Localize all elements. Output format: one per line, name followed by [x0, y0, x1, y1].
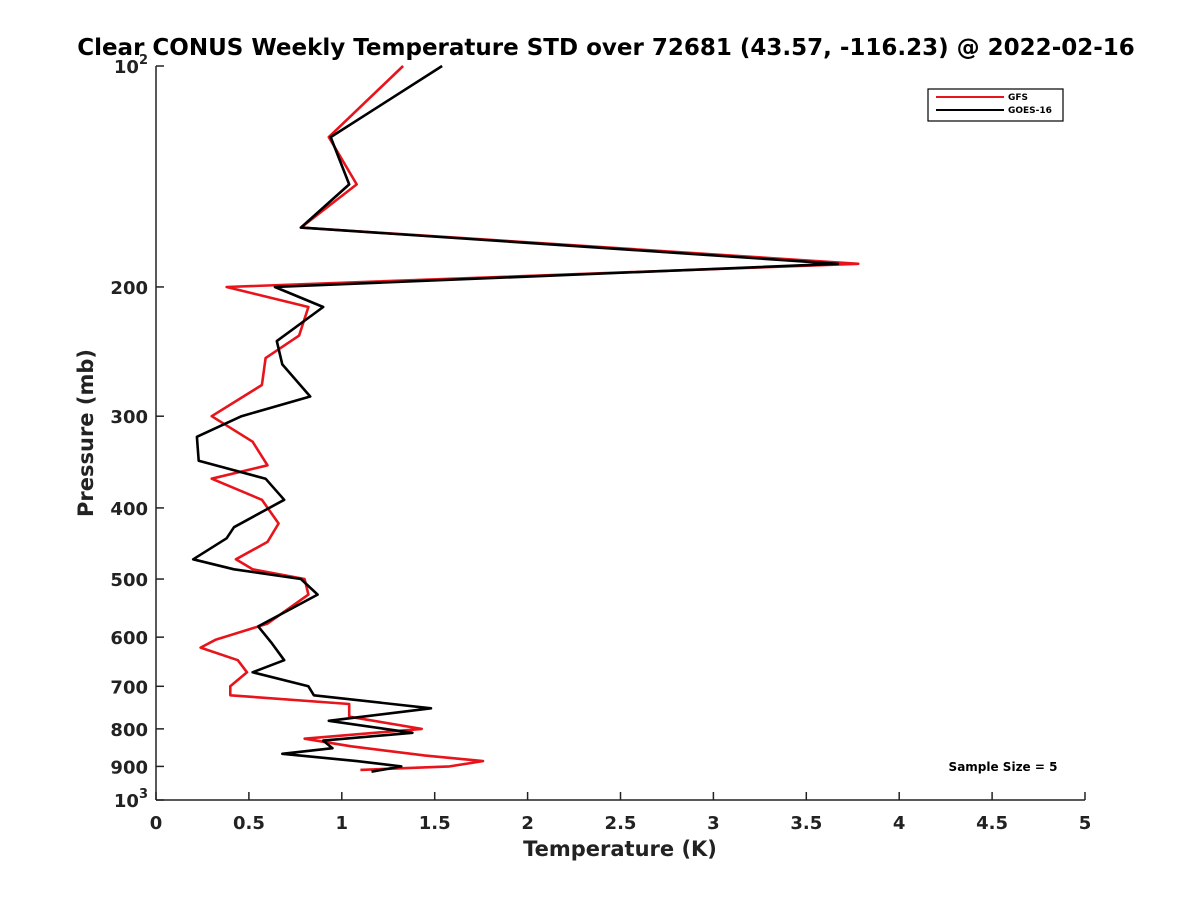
y-tick-label: 400 — [110, 499, 148, 520]
legend: GFS GOES-16 — [927, 88, 1064, 122]
x-axis-label: Temperature (K) — [523, 837, 717, 861]
x-ticks: 0 0.5 1 1.5 2 2.5 3 3.5 4 4.5 5 — [150, 792, 1092, 834]
sample-size-annotation: Sample Size = 5 — [949, 760, 1058, 774]
x-tick-label: 5 — [1079, 813, 1092, 834]
y-tick-label: 700 — [110, 677, 148, 698]
y-axis-label: Pressure (mb) — [74, 349, 98, 517]
chart-title: Clear CONUS Weekly Temperature STD over … — [77, 35, 1135, 61]
plot-area: 0 0.5 1 1.5 2 2.5 3 3.5 4 4.5 5 102 200 300 400 500 600… — [110, 53, 1091, 834]
x-tick-label: 3.5 — [790, 813, 822, 834]
x-tick-label: 1.5 — [419, 813, 451, 834]
legend-box — [927, 88, 1064, 122]
x-tick-label: 4 — [893, 813, 906, 834]
y-tick-label: 600 — [110, 628, 148, 649]
y-tick-label: 300 — [110, 407, 148, 428]
y-ticks: 102 200 300 400 500 600 700 800 900 103 — [110, 53, 164, 812]
y-tick-label: 200 — [110, 278, 148, 299]
x-tick-label: 4.5 — [976, 813, 1008, 834]
legend-label-gfs: GFS — [1008, 93, 1028, 103]
legend-label-goes16: GOES-16 — [1008, 106, 1052, 116]
x-tick-label: 3 — [707, 813, 720, 834]
series-line-goes16 — [191, 64, 840, 773]
series-layer — [191, 64, 860, 773]
y-tick-label: 102 — [114, 53, 148, 78]
x-tick-label: 2 — [521, 813, 534, 834]
series-line-gfs — [199, 65, 860, 772]
y-tick-label: 500 — [110, 570, 148, 591]
y-tick-label: 900 — [110, 757, 148, 778]
x-tick-label: 2.5 — [605, 813, 637, 834]
x-tick-label: 0.5 — [233, 813, 265, 834]
y-tick-label: 103 — [114, 787, 148, 812]
x-tick-label: 1 — [336, 813, 349, 834]
x-tick-label: 0 — [150, 813, 163, 834]
y-tick-label: 800 — [110, 720, 148, 741]
